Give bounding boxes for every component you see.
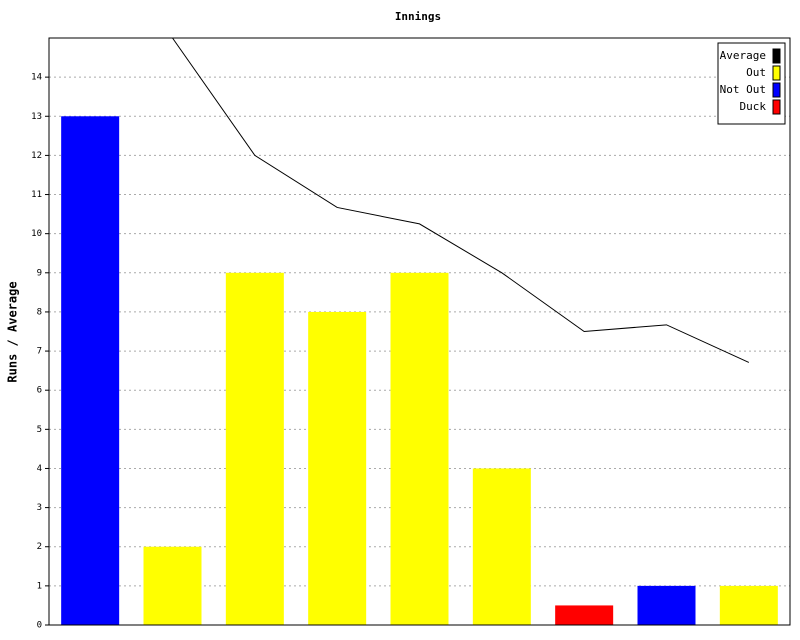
- bar: [472, 468, 531, 625]
- bar: [555, 605, 614, 625]
- y-tick-label: 14: [31, 73, 42, 83]
- y-tick-label: 6: [37, 386, 42, 396]
- legend-swatch: [772, 99, 781, 115]
- bar: [390, 272, 449, 625]
- y-tick-label: 8: [37, 307, 42, 317]
- legend: Average Out Not Out Duck: [717, 42, 786, 125]
- y-tick-label: 5: [37, 425, 42, 435]
- legend-swatch: [772, 65, 781, 81]
- y-tick-label: 2: [37, 542, 42, 552]
- legend-label: Out: [746, 66, 766, 79]
- bar: [719, 585, 778, 625]
- y-tick-label: 12: [31, 151, 42, 161]
- y-tick-label: 10: [31, 229, 42, 239]
- bar: [143, 546, 202, 625]
- bar: [225, 272, 284, 625]
- bar: [61, 116, 120, 626]
- legend-label: Duck: [740, 100, 767, 113]
- y-tick-label: 7: [37, 347, 42, 357]
- y-tick-label: 4: [37, 464, 42, 474]
- plot-frame: [48, 37, 791, 626]
- legend-label: Not Out: [720, 83, 766, 96]
- y-tick-label: 11: [31, 190, 42, 200]
- y-tick-label: 1: [37, 581, 42, 591]
- legend-label: Average: [720, 49, 766, 62]
- y-axis-label: Runs / Average: [6, 281, 20, 382]
- y-tick-label: 3: [37, 503, 42, 513]
- legend-swatch: [772, 82, 781, 98]
- y-tick-label: 13: [31, 112, 42, 122]
- y-tick-label: 9: [37, 268, 42, 278]
- y-tick-label: 0: [37, 621, 42, 631]
- bar: [308, 311, 367, 625]
- legend-swatch: [772, 48, 781, 64]
- chart-title: Innings: [395, 10, 441, 23]
- bar: [637, 585, 696, 625]
- average-line: [172, 37, 750, 363]
